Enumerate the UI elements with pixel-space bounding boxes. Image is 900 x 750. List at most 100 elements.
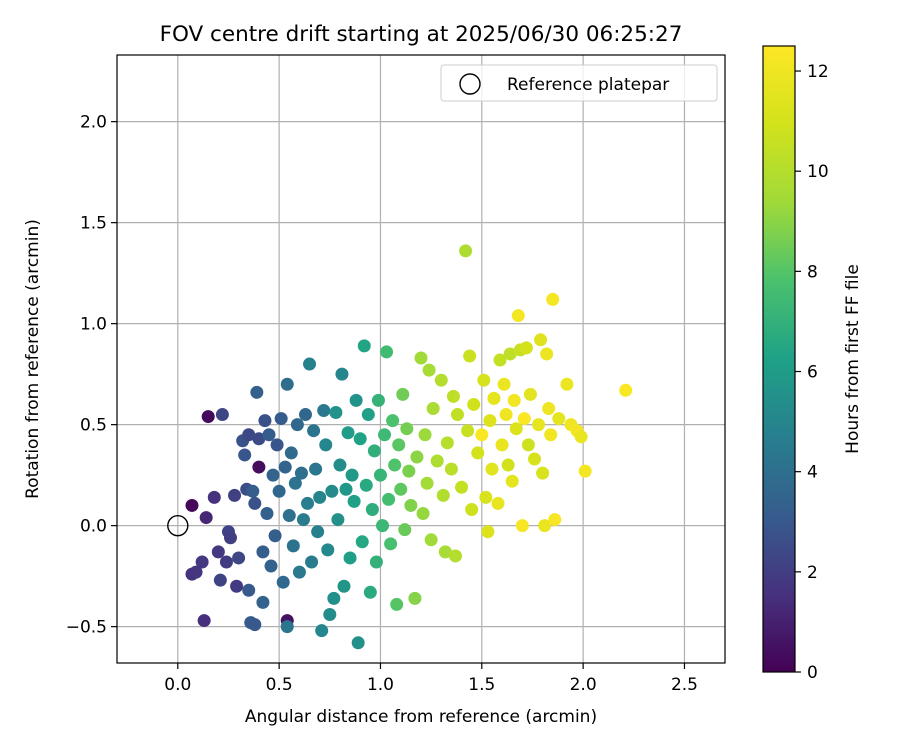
scatter-point: [416, 507, 430, 521]
scatter-point: [540, 347, 554, 361]
scatter-point: [365, 502, 379, 516]
scatter-point: [311, 525, 325, 539]
scatter-point: [357, 339, 371, 353]
scatter-point: [463, 349, 477, 363]
scatter-point: [242, 583, 256, 597]
scatter-point: [491, 496, 505, 510]
scatter-point: [523, 387, 537, 401]
x-axis-label: Angular distance from reference (arcmin): [245, 707, 597, 727]
scatter-point: [386, 414, 400, 428]
scatter-point: [485, 462, 499, 476]
scatter-point: [459, 244, 473, 258]
scatter-point: [505, 474, 519, 488]
colorbar-tick-label: 8: [807, 262, 818, 282]
scatter-point: [444, 462, 458, 476]
scatter-point: [323, 608, 337, 622]
legend-reference-marker: [459, 73, 481, 95]
colorbar: [762, 45, 796, 673]
scatter-point: [422, 363, 436, 377]
scatter-point: [315, 624, 329, 638]
scatter-point: [408, 591, 422, 605]
scatter-point: [266, 468, 280, 482]
scatter-point: [477, 373, 491, 387]
scatter-points: [185, 244, 633, 650]
scatter-point: [341, 426, 355, 440]
scatter-point: [497, 377, 511, 391]
scatter-point: [371, 393, 385, 407]
y-tick-label: 2.0: [80, 113, 107, 133]
scatter-point: [369, 555, 383, 569]
scatter-point: [420, 476, 434, 490]
scatter-point: [298, 408, 312, 422]
scatter-point: [272, 484, 286, 498]
scatter-point: [544, 428, 558, 442]
colorbar-label: Hours from first FF file: [843, 264, 863, 454]
scatter-point: [493, 353, 507, 367]
scatter-point: [361, 408, 375, 422]
scatter-point: [378, 428, 392, 442]
scatter-point: [400, 422, 414, 436]
colorbar-tick-label: 12: [807, 62, 829, 82]
scatter-point: [574, 430, 588, 444]
scatter-point: [325, 484, 339, 498]
scatter-point: [619, 383, 633, 397]
x-tick-label: 1.0: [367, 675, 394, 695]
scatter-point: [475, 428, 489, 442]
scatter-point: [426, 401, 440, 415]
scatter-point: [230, 579, 244, 593]
scatter-point: [260, 507, 274, 521]
scatter-point: [238, 448, 252, 462]
scatter-point: [248, 618, 262, 632]
scatter-point: [276, 575, 290, 589]
y-tick-label: 1.0: [80, 315, 107, 335]
scatter-point: [363, 585, 377, 599]
scatter-point: [465, 502, 479, 516]
scatter-point: [373, 468, 387, 482]
scatter-point: [552, 412, 566, 426]
scatter-point: [252, 460, 266, 474]
scatter-point: [248, 496, 262, 510]
scatter-point: [288, 476, 302, 490]
scatter-point: [280, 377, 294, 391]
scatter-point: [274, 412, 288, 426]
scatter-point: [410, 450, 424, 464]
colorbar-tick-label: 2: [807, 563, 818, 583]
grid: [117, 55, 725, 663]
scatter-point: [467, 397, 481, 411]
scatter-point: [246, 484, 260, 498]
scatter-point: [351, 636, 365, 650]
scatter-point: [418, 428, 432, 442]
scatter-point: [185, 498, 199, 512]
scatter-point: [534, 333, 548, 347]
scatter-point: [353, 432, 367, 446]
scatter-point: [424, 533, 438, 547]
scatter-point: [578, 464, 592, 478]
scatter-point: [252, 432, 266, 446]
scatter-point: [434, 373, 448, 387]
y-tick-label: 0.0: [80, 517, 107, 537]
scatter-point: [307, 424, 321, 438]
scatter-point: [436, 488, 450, 502]
legend: Reference platepar: [440, 64, 718, 102]
scatter-point: [538, 519, 552, 533]
x-tick-label: 2.5: [671, 675, 698, 695]
reference-marker: [167, 514, 189, 537]
scatter-point: [521, 438, 535, 452]
scatter-point: [448, 549, 462, 563]
scatter-point: [548, 513, 562, 527]
scatter-point: [375, 519, 389, 533]
y-axis-ticks: −0.5 0.0 0.5 1.0 1.5 2.0: [66, 113, 117, 638]
scatter-point: [292, 565, 306, 579]
scatter-point: [532, 418, 546, 432]
scatter-point: [329, 406, 343, 420]
scatter-point: [440, 436, 454, 450]
scatter-point: [414, 351, 428, 365]
legend-box: [440, 64, 718, 102]
scatter-point: [189, 565, 203, 579]
scatter-point: [301, 496, 315, 510]
scatter-point: [213, 573, 227, 587]
scatter-point: [438, 545, 452, 559]
scatter-point: [471, 446, 485, 460]
scatter-point: [258, 414, 272, 428]
